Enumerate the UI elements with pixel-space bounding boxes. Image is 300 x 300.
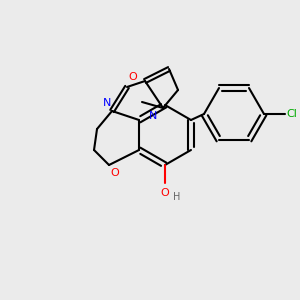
Text: O: O xyxy=(128,73,137,82)
Text: Cl: Cl xyxy=(286,109,297,119)
Text: H: H xyxy=(172,192,180,202)
Text: N: N xyxy=(148,111,157,121)
Text: O: O xyxy=(160,188,169,197)
Text: N: N xyxy=(103,98,112,108)
Text: O: O xyxy=(110,168,119,178)
